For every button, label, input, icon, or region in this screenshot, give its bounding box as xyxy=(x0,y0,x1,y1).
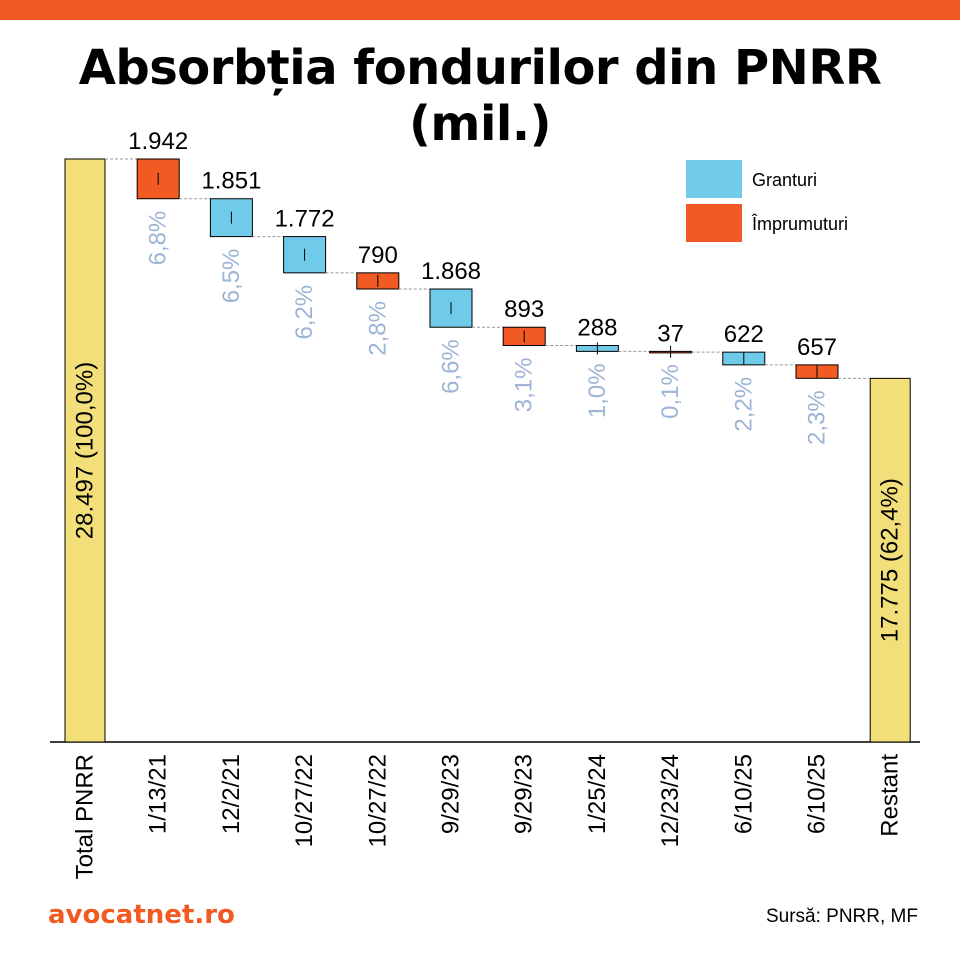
data-label-percent: 6,5% xyxy=(218,249,245,304)
bar-remaining xyxy=(869,377,911,743)
data-label-percent: 3,1% xyxy=(511,357,538,412)
legend-swatch xyxy=(686,204,742,242)
bar-total-label: 28.497 (100,0%) xyxy=(72,362,99,539)
x-tick-label: 1/25/24 xyxy=(584,754,611,834)
x-tick-label: 9/29/23 xyxy=(511,754,538,834)
data-label-percent: 2,8% xyxy=(364,301,391,356)
x-tick-label: 12/23/24 xyxy=(657,754,684,847)
data-label-value: 37 xyxy=(657,320,684,347)
x-tick-label: Total PNRR xyxy=(72,754,99,879)
data-label-value: 1.851 xyxy=(201,168,261,195)
x-tick-label: 10/27/22 xyxy=(364,754,391,847)
x-tick-label: 12/2/21 xyxy=(218,754,245,834)
data-label-value: 657 xyxy=(797,334,837,361)
page-title: Absorbția fondurilor din PNRR (mil.) xyxy=(78,40,882,152)
data-label-value: 622 xyxy=(724,321,764,348)
data-label-percent: 6,2% xyxy=(291,285,318,340)
data-label-percent: 2,3% xyxy=(804,390,831,445)
data-label-value: 893 xyxy=(504,296,544,323)
data-label-value: 1.772 xyxy=(275,206,335,233)
x-tick-label: 1/13/21 xyxy=(145,754,172,834)
data-label-value: 288 xyxy=(577,314,617,341)
legend-swatch xyxy=(686,160,742,198)
bar-remaining-label: 17.775 (62,4%) xyxy=(877,478,904,642)
legend-label: Granturi xyxy=(752,170,817,190)
data-label-value: 790 xyxy=(358,242,398,269)
data-label-percent: 2,2% xyxy=(730,377,757,432)
data-label-value: 1.942 xyxy=(128,128,188,155)
top-accent-bar xyxy=(0,0,960,20)
x-tick-label: 9/29/23 xyxy=(438,754,465,834)
brand-logo-text: avocatnet.ro xyxy=(48,900,235,930)
data-label-percent: 6,8% xyxy=(145,211,172,266)
source-note: Sursă: PNRR, MF xyxy=(765,906,918,927)
x-tick-label: Restant xyxy=(877,754,904,837)
legend-label: Împrumuturi xyxy=(751,214,848,234)
x-tick-label: 10/27/22 xyxy=(291,754,318,847)
data-label-value: 1.868 xyxy=(421,258,481,285)
x-tick-label: 6/10/25 xyxy=(804,754,831,834)
data-label-percent: 6,6% xyxy=(438,339,465,394)
data-label-percent: 1,0% xyxy=(584,363,611,418)
x-tick-label: 6/10/25 xyxy=(730,754,757,834)
bar-total xyxy=(64,158,106,743)
data-label-percent: 0,1% xyxy=(657,364,684,419)
